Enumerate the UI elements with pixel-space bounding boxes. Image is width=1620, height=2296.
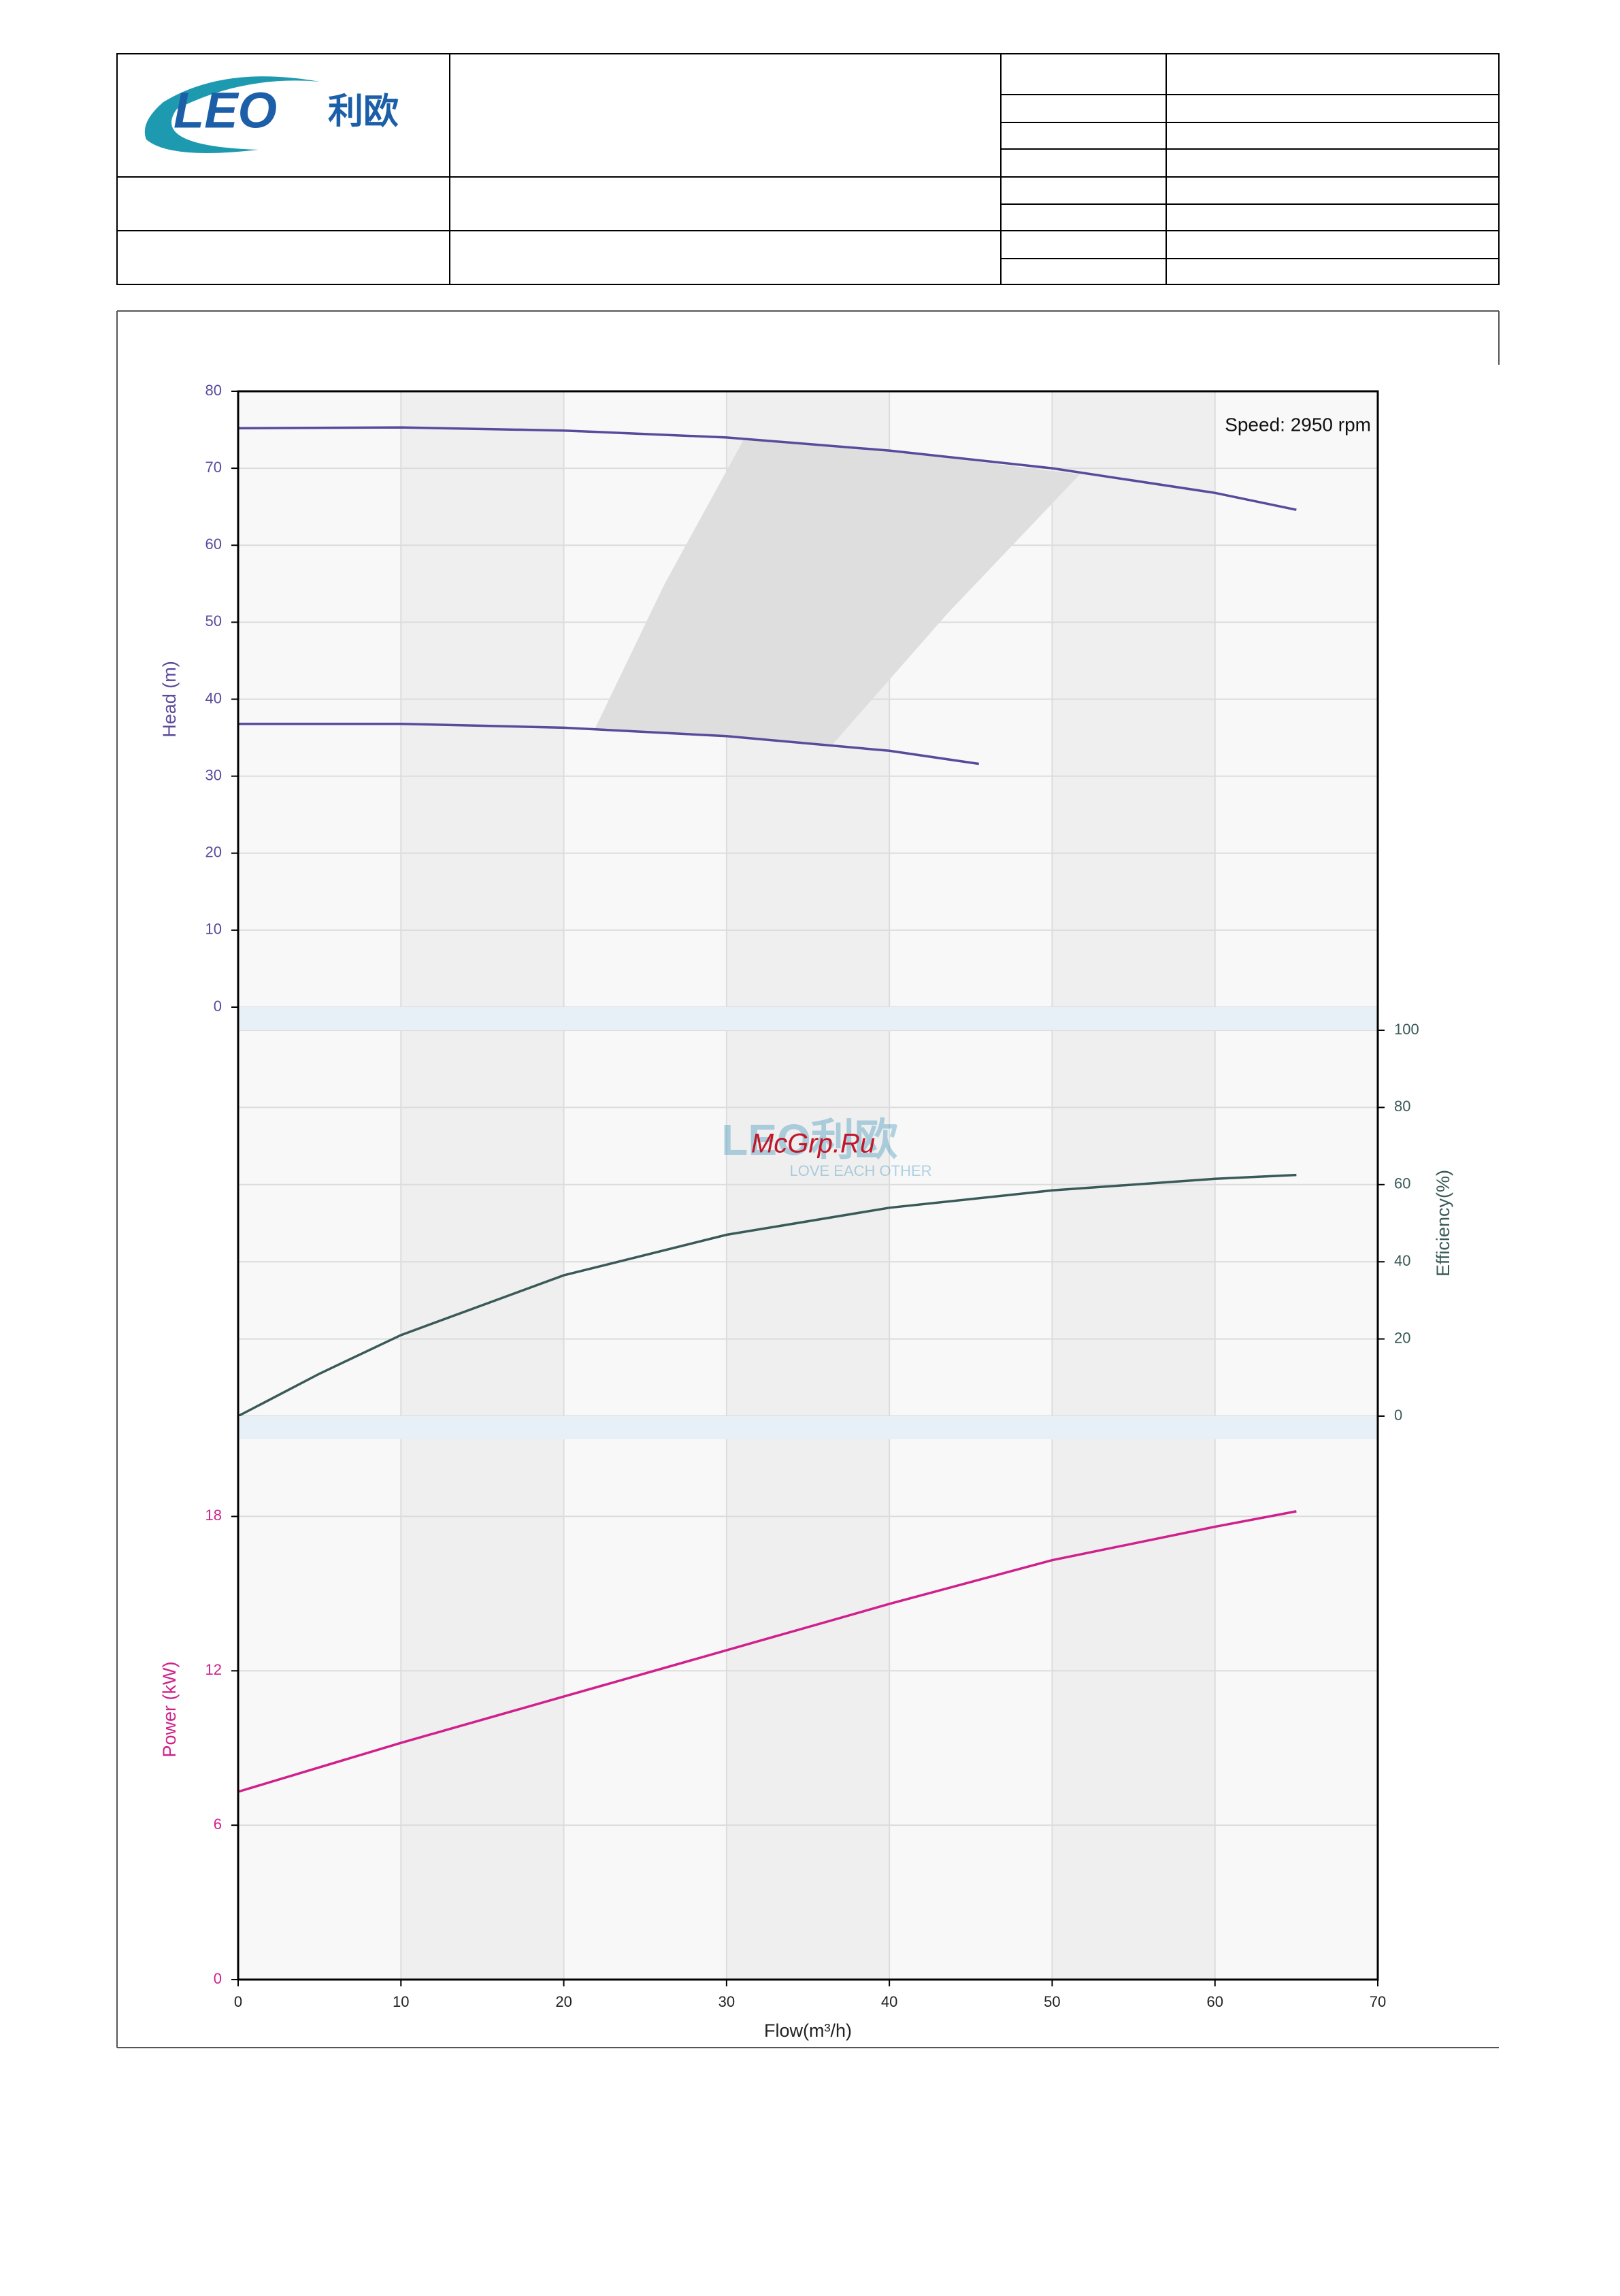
y-tick-label: 30 (205, 766, 222, 783)
curve (237, 1173, 1297, 1417)
y-axis-title: Power (kW) (159, 1662, 180, 1758)
x-tick-label: 30 (718, 1993, 735, 2010)
logo-swoosh (144, 76, 320, 153)
plot (237, 391, 1378, 1980)
watermark-logo: LEO利欧 (721, 1115, 898, 1164)
x-tick-label: 20 (555, 1993, 572, 2010)
y-tick-label: 12 (205, 1661, 222, 1678)
panel-separator (238, 1416, 1378, 1439)
operating-region (595, 438, 1080, 745)
y-tick-label: 60 (1394, 1175, 1410, 1192)
logo: LEO 利欧 (144, 76, 399, 153)
logo-brand: LEO (173, 82, 277, 139)
x-tick-label: 50 (1044, 1993, 1060, 2010)
x-tick-label: 10 (393, 1993, 409, 2010)
y-tick-label: 20 (1394, 1329, 1410, 1346)
column-band (238, 391, 401, 1980)
y-tick-label: 0 (214, 1970, 222, 1987)
y-axis-title: Efficiency(%) (1433, 1170, 1453, 1277)
y-tick-label: 20 (205, 844, 222, 861)
y-tick-label: 0 (1394, 1407, 1402, 1424)
y-axis-title: Head (m) (159, 661, 180, 738)
x-tick-label: 0 (234, 1993, 242, 2010)
watermark-slogan: LOVE EACH OTHER (789, 1162, 931, 1179)
curve (238, 722, 980, 766)
table-border (116, 53, 1500, 285)
y-tick-label: 6 (214, 1816, 222, 1833)
header-table (116, 53, 1500, 285)
x-tick-label: 40 (881, 1993, 897, 2010)
column-band (401, 391, 564, 1980)
x-axis-title: Flow(m³/h) (764, 2020, 852, 2041)
x-tick-label: 70 (1370, 1993, 1386, 2010)
curve (237, 426, 1297, 511)
y-tick-label: 60 (205, 536, 222, 553)
column-band (1214, 391, 1378, 1980)
y-tick-label: 0 (214, 998, 222, 1015)
x-tick-label: 60 (1206, 1993, 1223, 2010)
y-tick-label: 100 (1394, 1021, 1419, 1038)
y-tick-label: 50 (205, 612, 222, 629)
panel-separator (238, 1007, 1378, 1030)
y-tick-label: 40 (205, 689, 222, 706)
y-tick-label: 10 (205, 921, 222, 938)
plot-border (237, 390, 1379, 1981)
watermark: LEO利欧 LOVE EACH OTHER (721, 1115, 931, 1179)
y-tick-label: 40 (1394, 1252, 1410, 1269)
y-tick-label: 80 (1394, 1098, 1410, 1115)
chart-frame (116, 310, 1500, 2048)
y-tick-label: 80 (205, 382, 222, 399)
logo-name: 利欧 (328, 93, 399, 132)
curve (237, 1510, 1297, 1793)
annotation: Speed: 2950 rpm (1225, 414, 1371, 435)
y-tick-label: 18 (205, 1507, 222, 1524)
watermark-site: McGrp.Ru (751, 1129, 875, 1159)
y-tick-label: 70 (205, 459, 222, 476)
column-band (889, 391, 1053, 1980)
